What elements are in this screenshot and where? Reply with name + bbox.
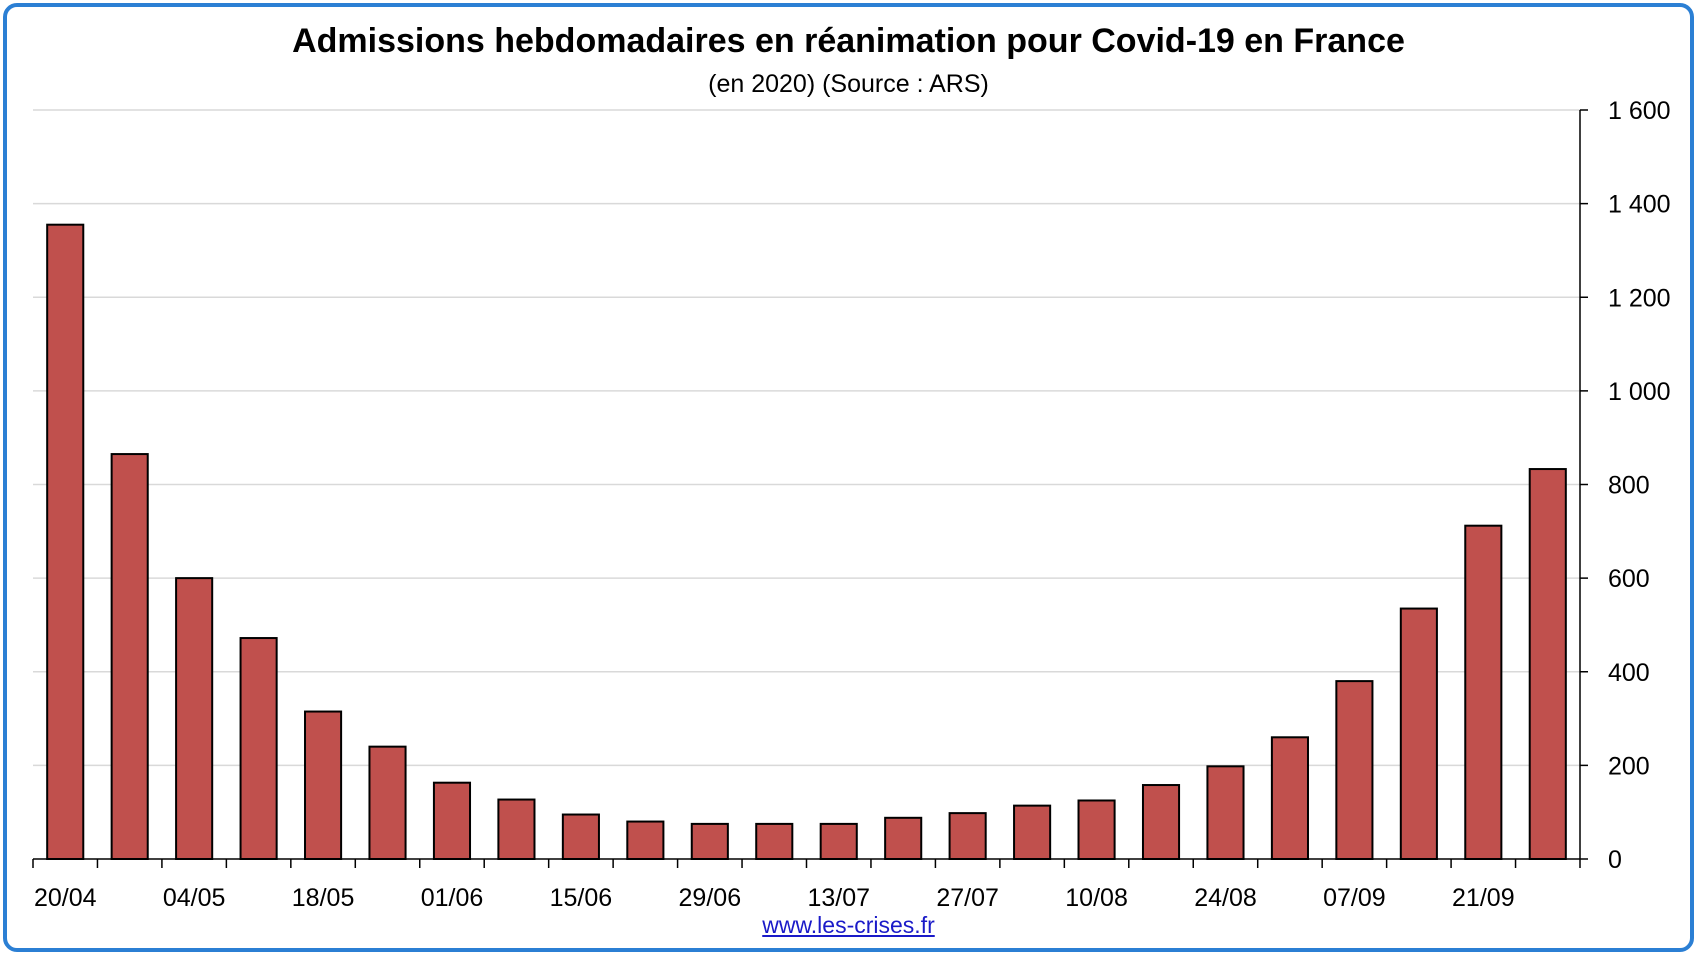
bar [1206,765,1245,861]
bar [46,223,85,861]
y-tick-label: 0 [1608,846,1622,874]
x-tick-label: 18/05 [292,884,355,912]
x-tick-label: 15/06 [550,884,613,912]
x-tick-label: 07/09 [1323,884,1386,912]
bar [110,453,149,860]
bar [1013,804,1052,860]
bar [1270,736,1309,860]
y-tick-label: 600 [1608,565,1650,593]
x-tick-label: 27/07 [936,884,999,912]
x-tick-label: 29/06 [679,884,742,912]
gridlines [33,109,1580,767]
bar [1335,680,1374,860]
y-tick-label: 1 200 [1608,284,1671,312]
bar [948,812,987,861]
chart-subtitle: (en 2020) (Source : ARS) [708,70,989,98]
bar [819,822,858,860]
x-tick-label: 21/09 [1452,884,1515,912]
y-tick-label: 1 000 [1608,378,1671,406]
tick-labels: 0 200 400 600 800 1 000 1 200 1 400 1 600 20/04 04… [34,97,1671,912]
x-tick-label: 13/07 [807,884,870,912]
y-tick-label: 1 600 [1608,97,1671,125]
source-link[interactable]: www.les-crises.fr [762,912,935,938]
x-tick-label: 24/08 [1194,884,1257,912]
bar [497,798,536,860]
bar [1528,468,1567,860]
y-tick-label: 200 [1608,752,1650,780]
bar [884,816,923,860]
x-tick-label: 01/06 [421,884,484,912]
axes [32,109,1588,868]
bar [755,822,794,860]
chart-title: Admissions hebdomadaires en réanimation … [292,22,1405,60]
bar [175,577,214,860]
y-tick-label: 800 [1608,472,1650,500]
bar [690,822,729,860]
y-tick-label: 400 [1608,659,1650,687]
bar [239,637,278,860]
bar [1141,784,1181,861]
bar [368,745,407,861]
bar [626,820,665,860]
bar [1077,799,1116,860]
x-tick-label: 10/08 [1065,884,1128,912]
x-tick-label: 20/04 [34,884,97,912]
bar [432,781,472,860]
bar [1399,607,1438,860]
y-tick-label: 1 400 [1608,191,1671,219]
bar [304,710,343,861]
bars [46,223,1567,861]
x-tick-label: 04/05 [163,884,226,912]
bar [1464,524,1503,860]
bar [561,813,600,861]
